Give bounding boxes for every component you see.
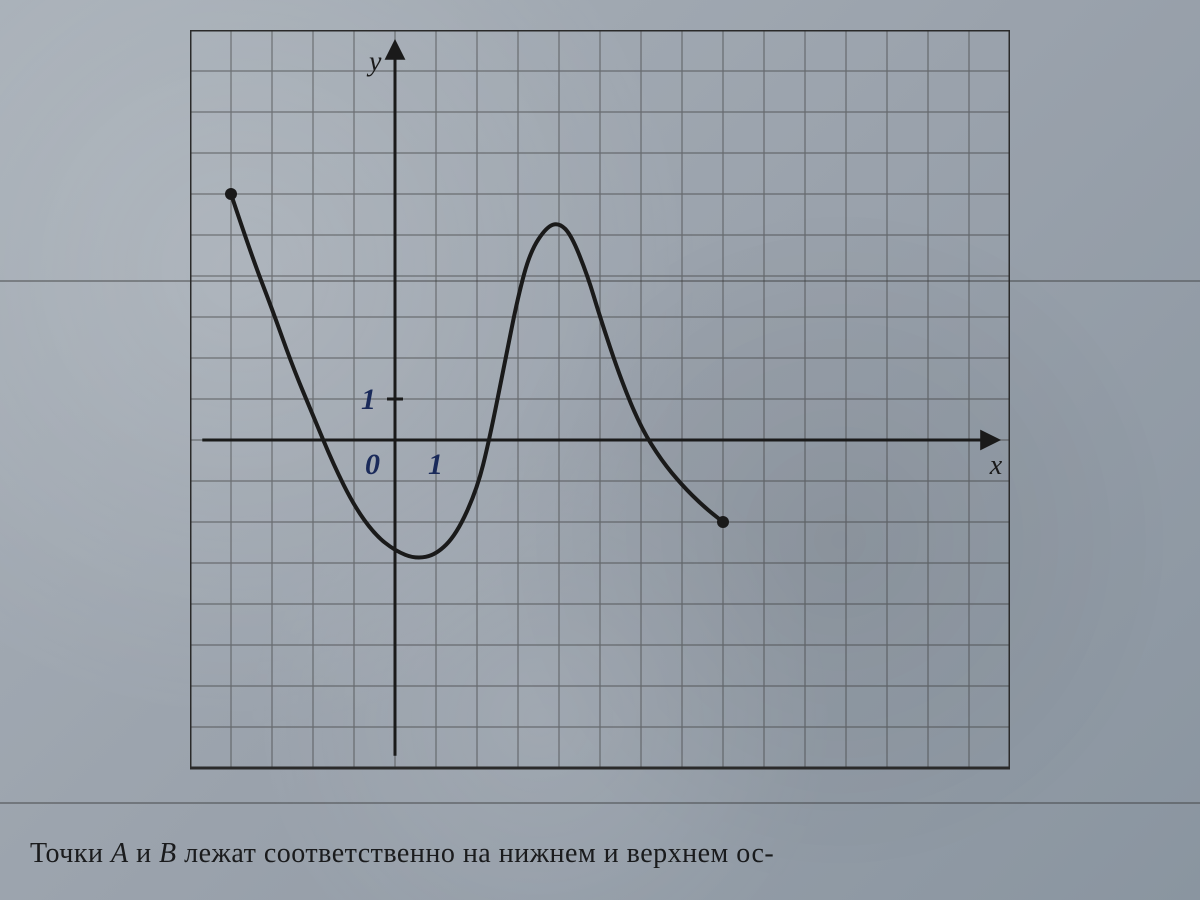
svg-text:x: x <box>989 450 1003 481</box>
svg-text:1: 1 <box>361 383 376 416</box>
paper-rule-line <box>0 802 1200 804</box>
svg-text:y: y <box>366 46 382 77</box>
function-graph: y x 1 0 1 <box>190 30 1010 770</box>
caption-text: Точки A и B лежат соответственно на нижн… <box>30 838 774 870</box>
caption-mid2: лежат соответственно на нижнем и верхнем… <box>177 838 775 869</box>
caption-point-b: B <box>159 838 177 869</box>
caption-prefix: Точки <box>30 838 111 869</box>
caption-mid1: и <box>129 838 159 869</box>
caption-point-a: A <box>111 838 129 869</box>
svg-text:1: 1 <box>428 448 443 481</box>
svg-text:0: 0 <box>365 448 380 481</box>
